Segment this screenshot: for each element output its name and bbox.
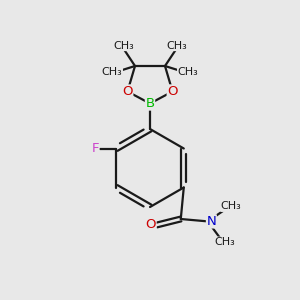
- Text: CH₃: CH₃: [178, 67, 198, 77]
- Text: O: O: [167, 85, 178, 98]
- Text: B: B: [146, 97, 154, 110]
- Text: O: O: [146, 218, 156, 232]
- Text: CH₃: CH₃: [166, 40, 187, 51]
- Text: CH₃: CH₃: [113, 40, 134, 51]
- Text: CH₃: CH₃: [102, 67, 122, 77]
- Text: F: F: [92, 142, 99, 155]
- Text: O: O: [122, 85, 133, 98]
- Text: N: N: [206, 215, 216, 228]
- Text: CH₃: CH₃: [221, 201, 242, 212]
- Text: CH₃: CH₃: [214, 237, 235, 247]
